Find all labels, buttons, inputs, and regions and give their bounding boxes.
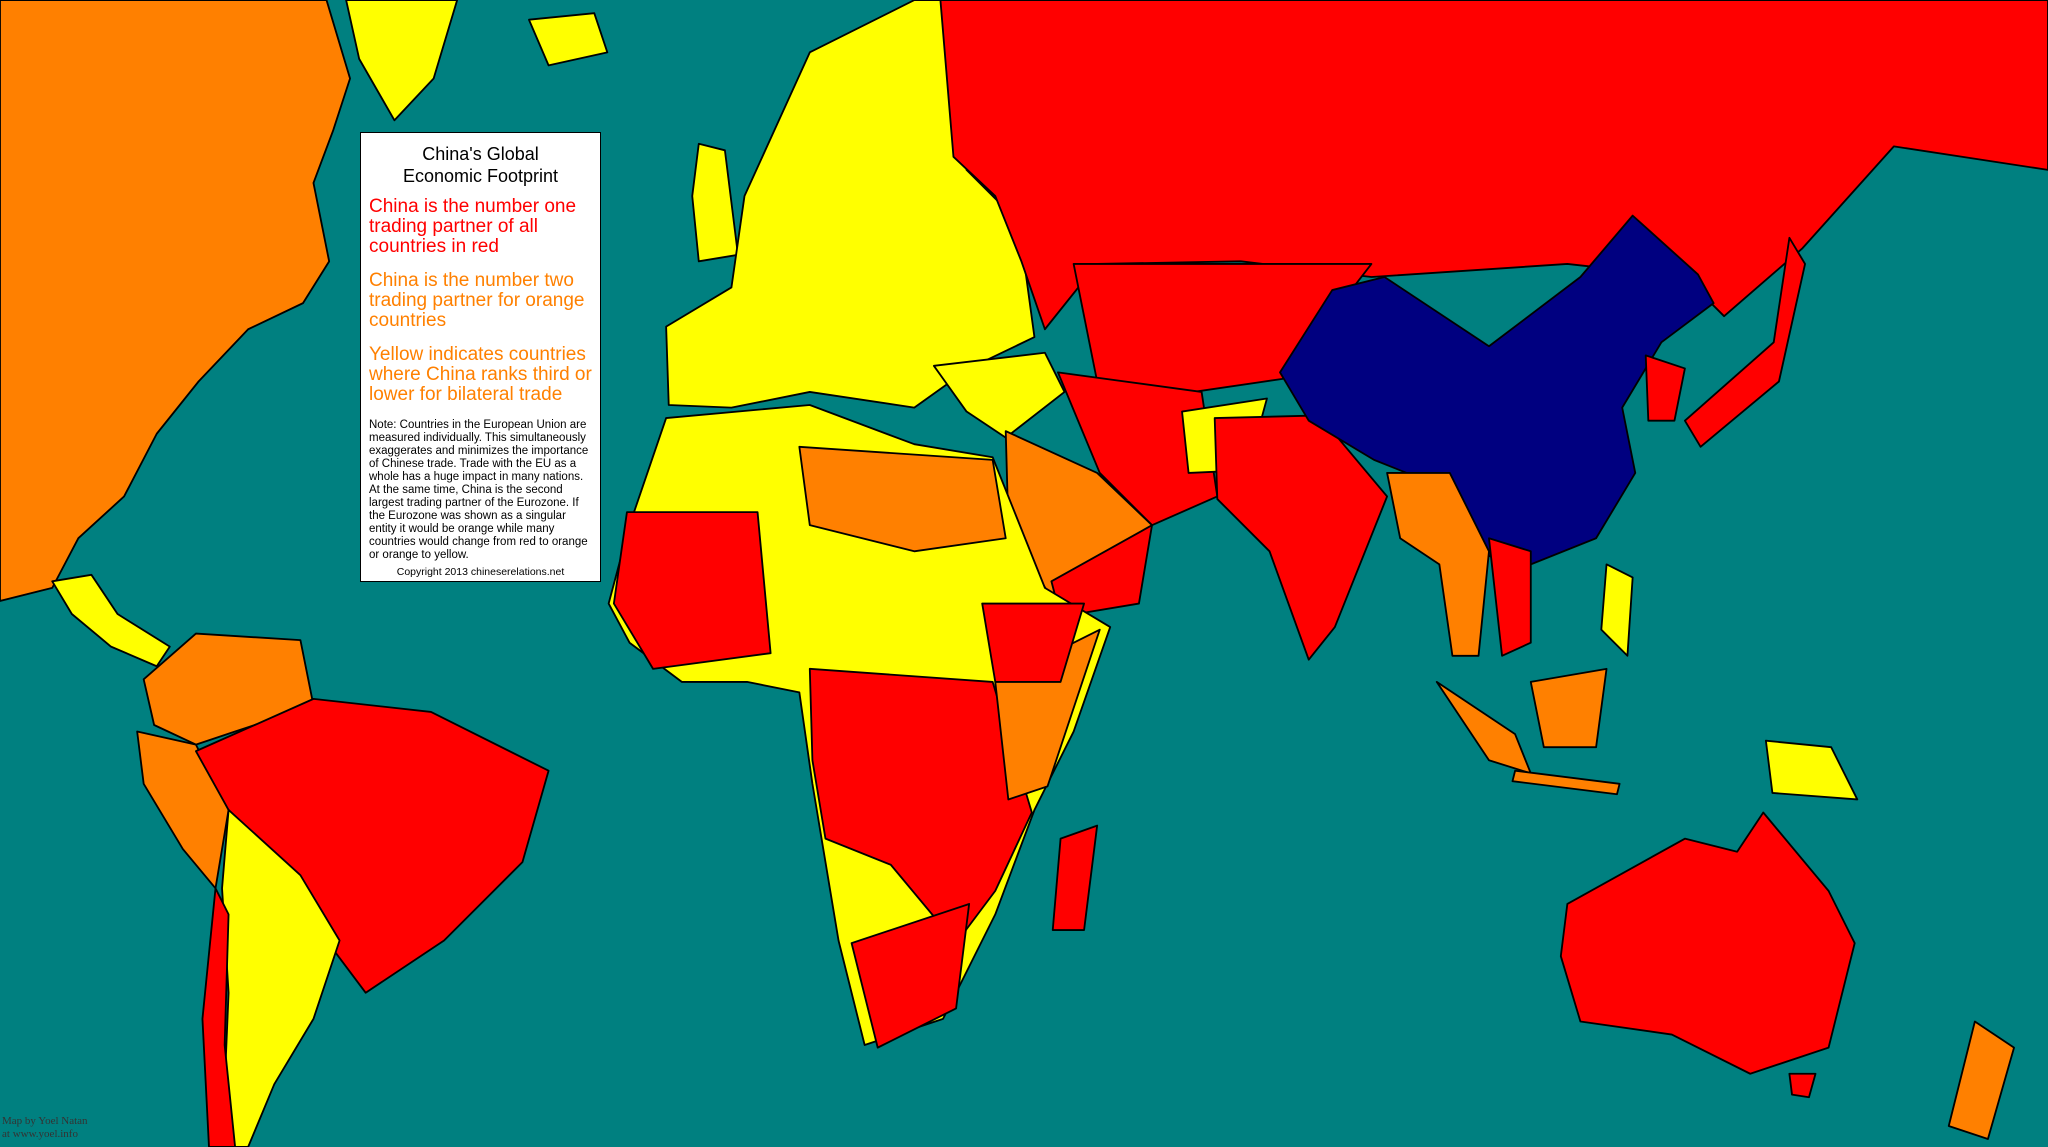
japan [1683,236,1806,448]
myanmar-thailand [1386,472,1490,657]
australia [1559,811,1856,1075]
new-zealand [1947,1020,2015,1140]
south-africa [850,903,971,1049]
legend-item: China is the number one trading partner … [369,196,577,257]
copyright: Copyright 2013 chineserelations.net [396,566,565,578]
legend-item: China is the number two trading partner … [369,270,585,331]
iran [1057,371,1219,527]
madagascar [1051,824,1099,931]
legend: China's Global Economic Footprint China … [360,132,601,582]
west-africa [612,511,772,670]
java [1511,769,1621,796]
uk [691,142,739,263]
tasmania [1788,1072,1817,1099]
russia [939,0,2048,331]
new-guinea [1764,739,1859,801]
philippines [1600,563,1634,657]
credit-line: at www.yoel.info [2,1128,78,1140]
legend-title-line: China's Global [422,144,539,164]
credit-line: Map by Yoel Natan [2,1115,88,1127]
vietnam [1488,537,1532,657]
borneo [1529,667,1608,749]
north-africa [798,445,1007,553]
turkey-middle-east [932,351,1066,439]
legend-note: Note: Countries in the European Union ar… [369,419,589,561]
credit: Map by Yoel Natan at www.yoel.info [2,1115,88,1141]
north-america [0,0,351,602]
legend-item: Yellow indicates countries where China r… [369,344,592,405]
korea [1644,354,1686,422]
greenland [345,0,459,122]
ethiopia [981,602,1085,683]
iceland [528,12,609,67]
legend-title-line: Economic Footprint [402,166,559,186]
central-asia [1072,263,1373,396]
central-america [51,573,171,668]
legend-title: China's Global Economic Footprint [369,143,592,187]
